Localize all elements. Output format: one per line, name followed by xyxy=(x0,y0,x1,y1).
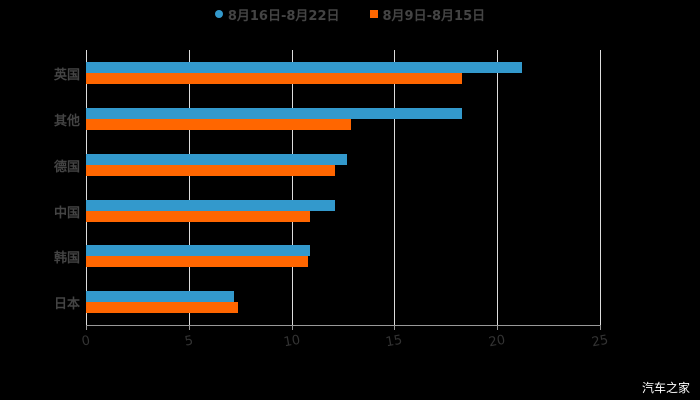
gridline xyxy=(394,50,396,325)
square-marker-icon xyxy=(369,10,378,18)
gridline xyxy=(600,50,601,325)
bar[interactable] xyxy=(86,210,311,222)
category-label: 英国 xyxy=(53,68,80,83)
legend-item-current-week[interactable]: 8月16日-8月22日 xyxy=(214,4,340,24)
bar[interactable] xyxy=(86,256,309,268)
category-label: 韩国 xyxy=(53,251,80,267)
gridline xyxy=(86,50,87,325)
legend-item-previous-week[interactable]: 8月9日-8月15日 xyxy=(369,4,486,24)
tick-label: 20 xyxy=(487,332,507,351)
plot-area xyxy=(86,50,601,325)
bar[interactable] xyxy=(86,302,239,314)
tick-mark xyxy=(497,325,499,330)
tick-label: 10 xyxy=(282,332,302,351)
legend: 8月16日-8月22日 8月9日-8月15日 xyxy=(0,4,700,24)
watermark: 汽车之家 xyxy=(641,381,690,395)
gridline xyxy=(497,50,499,325)
gridline xyxy=(188,50,190,325)
category-label: 日本 xyxy=(53,297,80,313)
tick-label: 15 xyxy=(384,332,404,351)
legend-label: 8月9日-8月15日 xyxy=(382,8,486,24)
bar[interactable] xyxy=(86,291,235,303)
tick-mark xyxy=(188,325,190,330)
category-label: 其他 xyxy=(53,113,80,129)
category-label: 中国 xyxy=(53,205,80,221)
bar[interactable] xyxy=(86,245,311,257)
bar[interactable] xyxy=(86,107,463,119)
x-axis xyxy=(86,325,600,326)
tick-mark xyxy=(394,325,396,330)
tick-mark xyxy=(600,325,601,330)
tick-label: 25 xyxy=(590,332,610,351)
bar[interactable] xyxy=(86,153,348,165)
bar[interactable] xyxy=(86,199,335,211)
bar[interactable] xyxy=(86,118,352,130)
tick-label: 5 xyxy=(183,333,195,350)
tick-mark xyxy=(291,325,293,330)
category-label: 德国 xyxy=(53,159,80,175)
tick-label: 0 xyxy=(80,333,92,350)
gridline xyxy=(291,50,293,325)
bar[interactable] xyxy=(86,164,335,176)
legend-label: 8月16日-8月22日 xyxy=(227,8,340,24)
bar[interactable] xyxy=(86,73,463,84)
tick-mark xyxy=(86,325,87,330)
circle-marker-icon xyxy=(214,10,223,18)
bar[interactable] xyxy=(86,62,522,73)
